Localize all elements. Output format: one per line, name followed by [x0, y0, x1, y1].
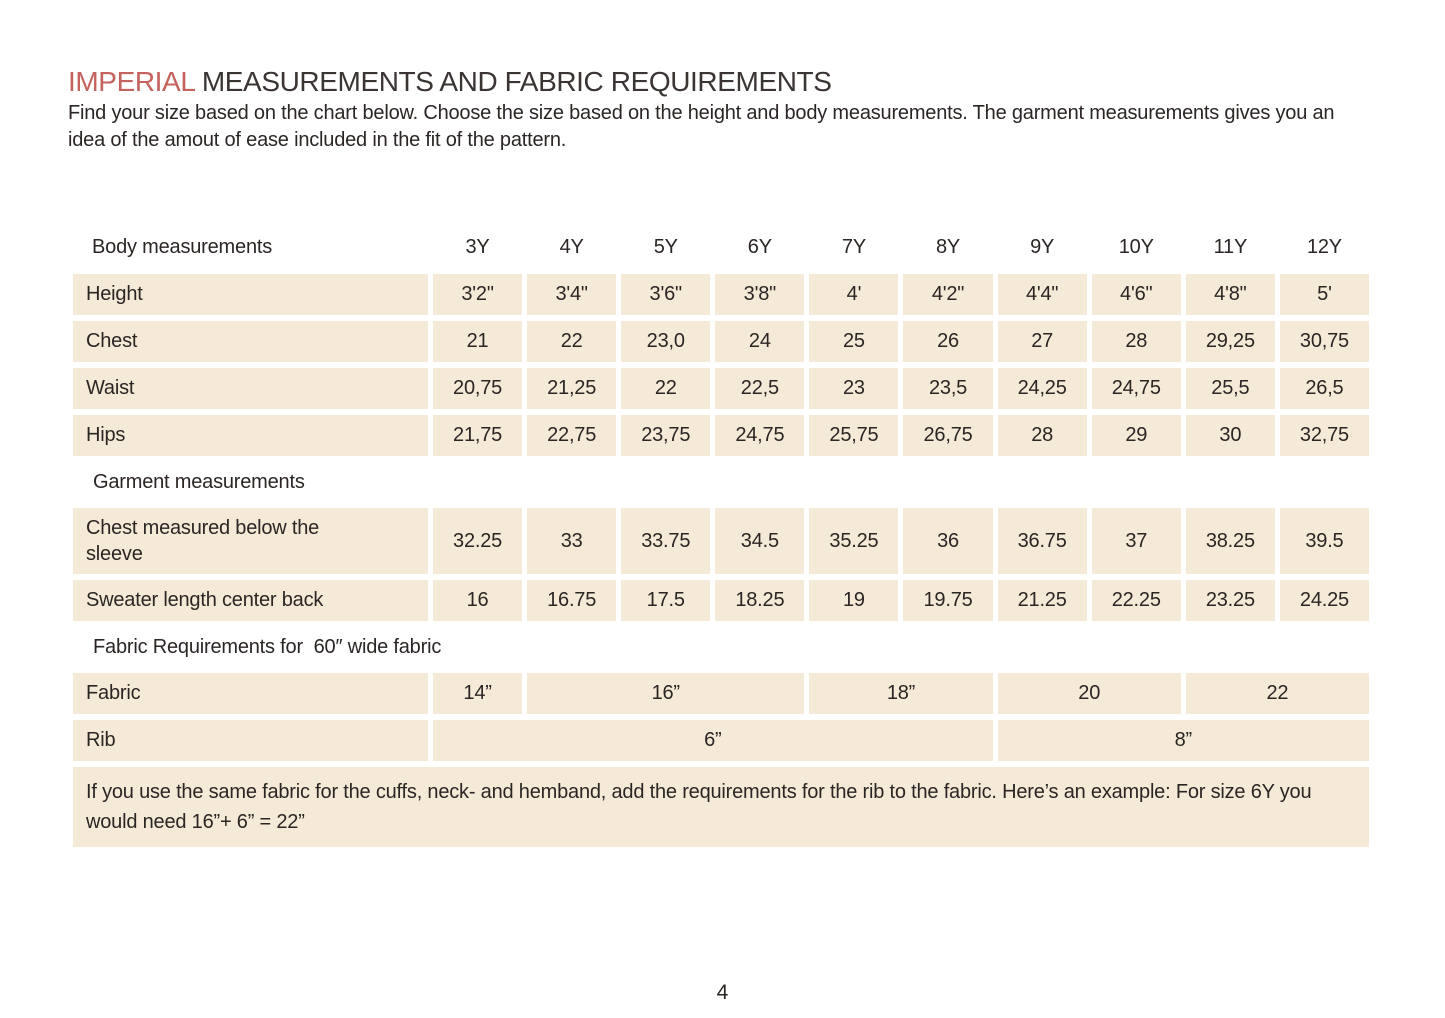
table-cell: 21,25 [527, 368, 617, 409]
table-cell: 4'6" [1091, 274, 1181, 315]
page-title-rest: MEASUREMENTS AND FABRIC REQUIREMENTS [194, 66, 832, 97]
column-header-body-measurements: Body measurements [92, 236, 273, 258]
table-cell: 30 [1185, 415, 1275, 456]
table-cell: 26,75 [903, 415, 993, 456]
table-cell-merged: 18” [809, 673, 993, 714]
table-cell: 27 [997, 321, 1087, 362]
table-cell: 26 [903, 321, 993, 362]
table-cell: 5' [1279, 274, 1369, 315]
row-label: Sweater length center back [73, 580, 428, 621]
page-number: 4 [716, 981, 729, 1004]
table-cell: 4'4" [997, 274, 1087, 315]
table-cell: 19.75 [903, 580, 993, 621]
column-header-size: 9Y [1030, 236, 1055, 258]
intro-paragraph: Find your size based on the chart below.… [68, 102, 1335, 151]
measurement-table: Body measurements 3Y 4Y 5Y 6Y 7Y 8Y 9Y 10Y 11Y 12Y… [73, 227, 1369, 847]
table-cell: 22,5 [715, 368, 805, 409]
section-label-garment-measurements: Garment measurements [73, 462, 1369, 502]
table-cell: 26,5 [1279, 368, 1369, 409]
table-cell: 4'8" [1185, 274, 1275, 315]
table-cell: 3'4" [527, 274, 617, 315]
column-header-size: 5Y [653, 236, 678, 258]
table-cell: 23,5 [903, 368, 993, 409]
table-cell: 19 [809, 580, 899, 621]
table-cell: 21.25 [997, 580, 1087, 621]
row-label: Chest [73, 321, 428, 362]
table-cell: 24.25 [1279, 580, 1369, 621]
table-cell: 22 [527, 321, 617, 362]
page-title: IMPERIAL MEASUREMENTS AND FABRIC REQUIRE… [68, 66, 832, 98]
table-cell: 37 [1091, 508, 1181, 574]
table-cell: 24,75 [1091, 368, 1181, 409]
table-cell: 22,75 [527, 415, 617, 456]
table-cell: 23 [809, 368, 899, 409]
table-cell: 4'2" [903, 274, 993, 315]
table-cell: 16 [433, 580, 523, 621]
section-label-fabric-requirements: Fabric Requirements for 60″ wide fabric [73, 627, 1369, 667]
table-cell: 24,25 [997, 368, 1087, 409]
table-cell: 33 [527, 508, 617, 574]
table-cell: 3'8" [715, 274, 805, 315]
table-cell: 18.25 [715, 580, 805, 621]
table-cell: 4' [809, 274, 899, 315]
row-label: Hips [73, 415, 428, 456]
row-label: Height [73, 274, 428, 315]
page-title-highlight: IMPERIAL [68, 66, 195, 97]
table-cell: 23,75 [621, 415, 711, 456]
table-cell: 32.25 [433, 508, 523, 574]
table-cell: 25,75 [809, 415, 899, 456]
table-cell-merged: 8” [997, 720, 1369, 761]
table-cell: 3'6" [621, 274, 711, 315]
table-cell: 24 [715, 321, 805, 362]
table-cell: 21 [433, 321, 523, 362]
table-cell: 3'2" [433, 274, 523, 315]
table-cell: 21,75 [433, 415, 523, 456]
table-cell: 24,75 [715, 415, 805, 456]
table-cell-merged: 16” [527, 673, 805, 714]
table-cell: 33.75 [621, 508, 711, 574]
column-header-size: 3Y [465, 236, 490, 258]
row-label: Chest measured below the sleeve [73, 508, 428, 574]
table-cell: 20,75 [433, 368, 523, 409]
table-cell: 32,75 [1279, 415, 1369, 456]
table-cell: 35.25 [809, 508, 899, 574]
table-cell: 39.5 [1279, 508, 1369, 574]
row-label: Waist [73, 368, 428, 409]
table-cell: 25,5 [1185, 368, 1275, 409]
table-cell: 23.25 [1185, 580, 1275, 621]
table-cell: 38.25 [1185, 508, 1275, 574]
table-cell-merged: 20 [997, 673, 1181, 714]
table-cell: 22.25 [1091, 580, 1181, 621]
table-cell: 28 [1091, 321, 1181, 362]
table-cell-merged: 6” [433, 720, 993, 761]
table-cell: 29 [1091, 415, 1181, 456]
table-cell: 25 [809, 321, 899, 362]
column-header-size: 11Y [1213, 236, 1248, 258]
column-header-size: 4Y [559, 236, 584, 258]
table-cell: 23,0 [621, 321, 711, 362]
column-header-size: 12Y [1306, 236, 1342, 258]
table-cell: 30,75 [1279, 321, 1369, 362]
column-header-size: 10Y [1118, 236, 1154, 258]
column-header-size: 6Y [747, 236, 772, 258]
table-cell: 36 [903, 508, 993, 574]
row-label: Rib [73, 720, 428, 761]
table-cell: 16.75 [527, 580, 617, 621]
table-cell-merged: 22 [1185, 673, 1369, 714]
table-cell: 34.5 [715, 508, 805, 574]
table-cell-merged: 14” [433, 673, 523, 714]
table-cell: 28 [997, 415, 1087, 456]
column-header-size: 8Y [936, 236, 961, 258]
fabric-note: If you use the same fabric for the cuffs… [73, 767, 1369, 847]
table-cell: 29,25 [1185, 321, 1275, 362]
table-cell: 22 [621, 368, 711, 409]
table-cell: 17.5 [621, 580, 711, 621]
table-cell: 36.75 [997, 508, 1087, 574]
row-label: Fabric [73, 673, 428, 714]
column-header-size: 7Y [841, 236, 866, 258]
